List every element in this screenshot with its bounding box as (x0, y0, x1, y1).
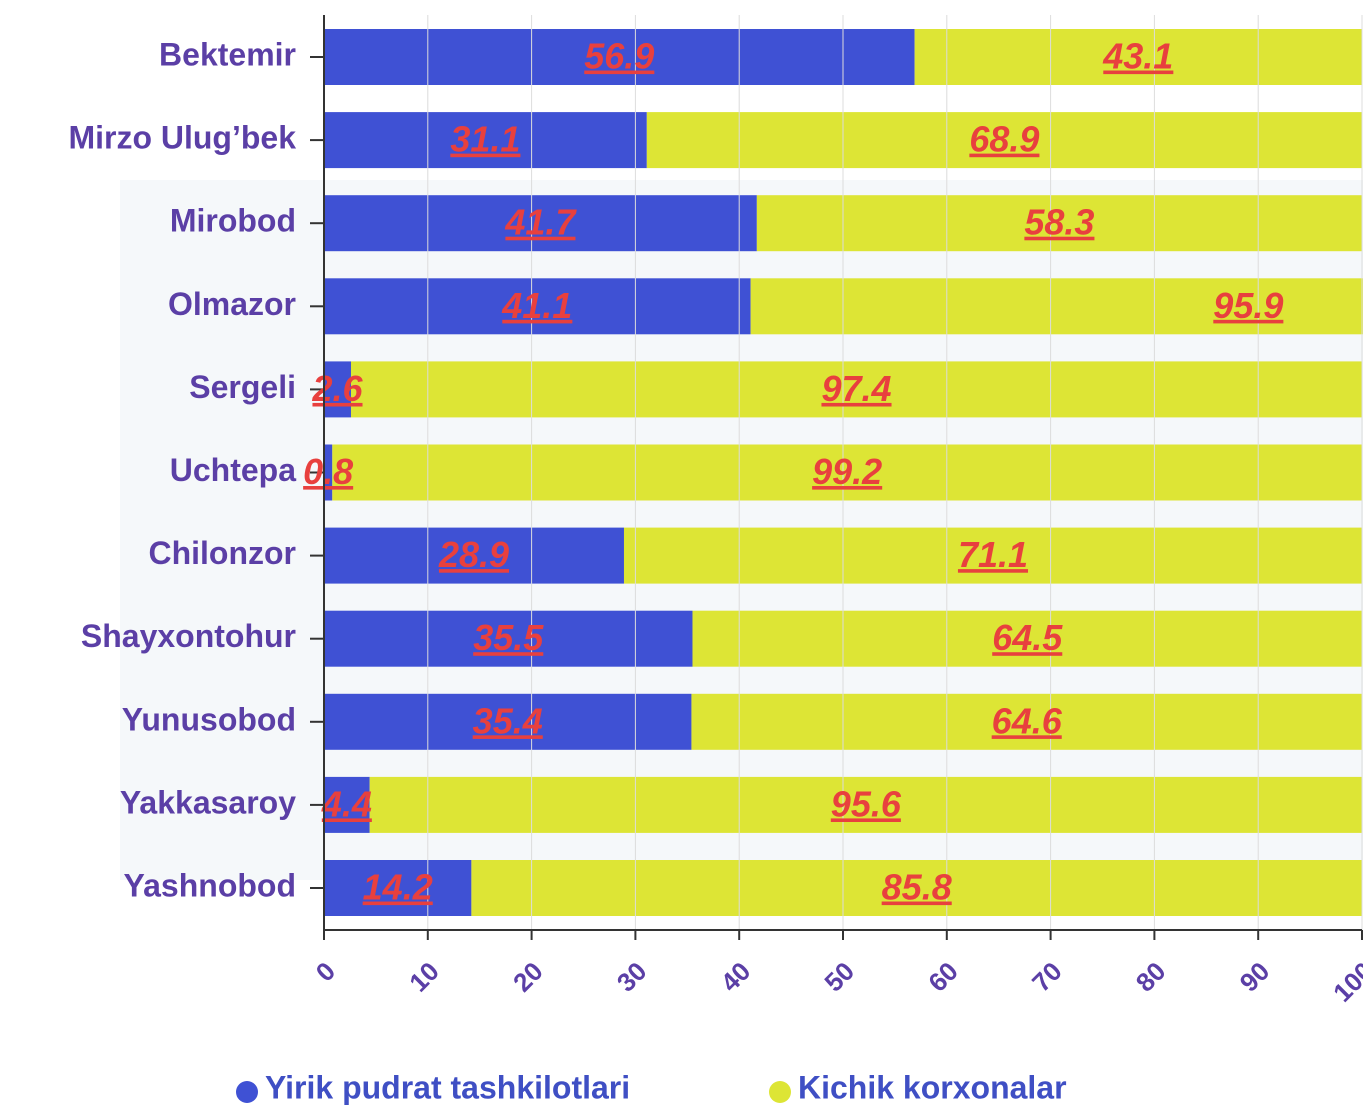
category-label: Yakkasaroy (120, 784, 296, 820)
bar-segment (324, 610, 693, 667)
value-label: 4.4 (321, 783, 372, 824)
bar-segment (756, 195, 1362, 252)
value-label: 85.8 (882, 867, 952, 908)
category-label: Mirzo Ulug’bek (68, 120, 296, 156)
x-tick-label: 30 (611, 956, 653, 998)
bar-segment (691, 693, 1362, 750)
value-label: 41.1 (501, 285, 572, 326)
x-tick-label: 20 (507, 956, 549, 998)
value-label: 0.8 (303, 451, 353, 492)
value-label: 2.6 (311, 368, 363, 409)
bar-segment (750, 278, 1363, 335)
value-label: 35.5 (473, 617, 544, 658)
category-label: Yashnobod (124, 867, 296, 903)
value-label: 71.1 (958, 534, 1028, 575)
value-label: 14.2 (363, 867, 433, 908)
bar-segment (324, 361, 351, 418)
value-label: 43.1 (1102, 36, 1173, 77)
x-tick-label: 80 (1130, 956, 1172, 998)
bar-segment (324, 195, 757, 252)
legend-label: Yirik pudrat tashkilotlari (265, 1069, 630, 1105)
value-label: 58.3 (1024, 202, 1094, 243)
value-label: 56.9 (584, 36, 654, 77)
bar-segment (324, 444, 333, 501)
value-label: 64.6 (992, 700, 1063, 741)
x-tick-label: 100 (1327, 956, 1363, 1008)
value-label: 97.4 (821, 368, 891, 409)
bar-segment (324, 860, 472, 916)
category-label: Uchtepa (170, 452, 296, 488)
bar-segment (324, 112, 647, 169)
x-tick-label: 50 (818, 956, 860, 998)
value-label: 64.5 (992, 617, 1063, 658)
legend-marker (236, 1081, 258, 1103)
bar-segment (324, 29, 915, 85)
category-label: Chilonzor (148, 535, 296, 571)
bar-segment (324, 776, 370, 833)
bar-segment (623, 527, 1362, 584)
bar-segment (369, 776, 1362, 833)
x-tick-label: 10 (403, 956, 445, 998)
category-label: Bektemir (159, 36, 296, 72)
bar-segment (324, 527, 624, 584)
legend-marker (769, 1081, 791, 1103)
x-tick-label: 90 (1234, 956, 1276, 998)
value-label: 95.9 (1213, 285, 1283, 326)
category-label: Shayxontohur (81, 618, 296, 654)
bar-segment (914, 29, 1362, 85)
bar-segment (350, 361, 1362, 418)
x-tick-label: 0 (310, 956, 341, 987)
legend-label: Kichik korxonalar (798, 1069, 1067, 1105)
bar-segment (332, 444, 1363, 501)
category-label: Yunusobod (122, 701, 296, 737)
value-label: 99.2 (812, 451, 882, 492)
bar-segment (324, 693, 692, 750)
x-tick-label: 40 (715, 956, 757, 998)
value-label: 68.9 (969, 119, 1039, 160)
bar-segment (471, 860, 1362, 916)
value-label: 95.6 (831, 783, 902, 824)
plot-area (324, 29, 1363, 916)
value-label: 31.1 (450, 119, 520, 160)
bar-segment (324, 278, 751, 335)
value-label: 35.4 (473, 700, 543, 741)
value-label: 41.7 (504, 202, 577, 243)
x-tick-label: 70 (1026, 956, 1068, 998)
category-label: Olmazor (168, 286, 296, 322)
bar-segment (692, 610, 1362, 667)
category-label: Sergeli (189, 369, 296, 405)
value-label: 28.9 (438, 534, 509, 575)
x-tick-label: 60 (922, 956, 964, 998)
category-label: Mirobod (170, 203, 296, 239)
bar-segment (646, 112, 1362, 169)
